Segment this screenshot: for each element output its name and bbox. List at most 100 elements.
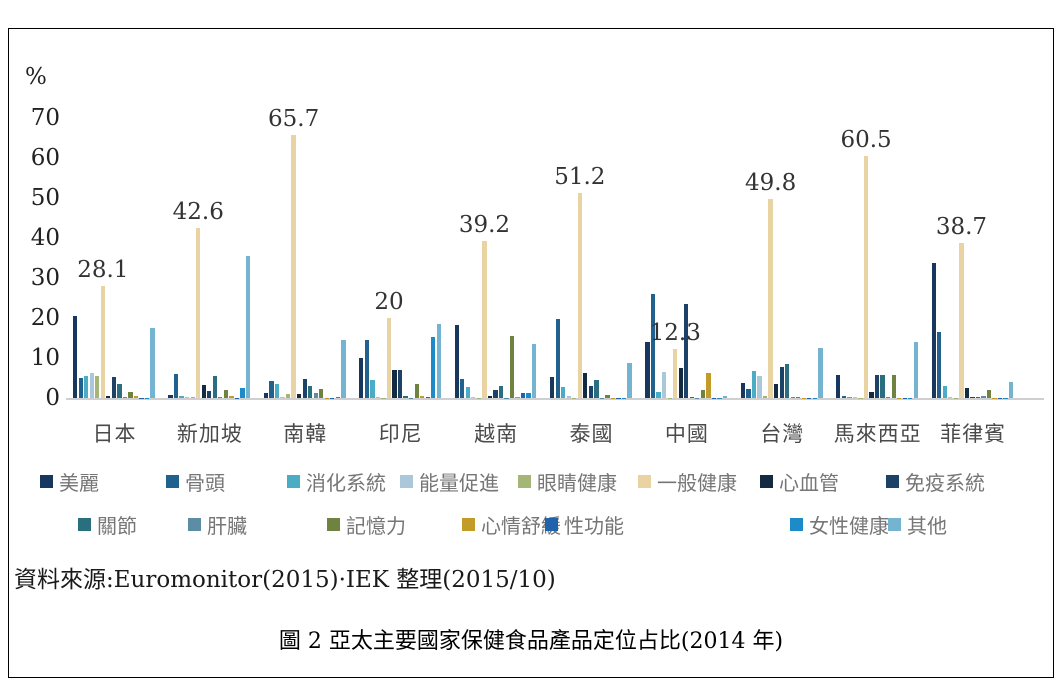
bar xyxy=(212,375,217,398)
legend-swatch-icon xyxy=(400,474,413,488)
bar xyxy=(375,396,381,398)
bar xyxy=(291,135,296,398)
legend-item: 眼睛健康 xyxy=(518,468,617,495)
x-axis-label: 中國 xyxy=(664,422,709,446)
legend-swatch-icon xyxy=(462,517,475,531)
bar xyxy=(403,396,408,398)
bar xyxy=(847,396,852,398)
legend-swatch-icon xyxy=(638,474,651,488)
legend-item: 能量促進 xyxy=(400,468,499,495)
bar xyxy=(460,379,465,398)
bar-value-label: 39.2 xyxy=(458,212,511,239)
bar-value-label: 28.1 xyxy=(77,256,129,283)
bar xyxy=(319,388,324,398)
y-tick-label: 10 xyxy=(30,345,60,371)
legend-item: 關節 xyxy=(78,511,137,538)
bar xyxy=(740,382,746,398)
figure-border xyxy=(8,28,1054,678)
bar xyxy=(594,380,599,398)
bar xyxy=(168,394,173,398)
legend-swatch-icon xyxy=(327,517,340,531)
bar xyxy=(841,396,847,398)
bar-value-label: 20 xyxy=(374,289,404,315)
bar xyxy=(678,368,683,398)
bar xyxy=(796,397,801,398)
bar xyxy=(100,285,105,398)
y-tick-label: 30 xyxy=(30,265,60,291)
bar xyxy=(190,396,195,398)
legend-swatch-icon xyxy=(287,474,300,488)
bar xyxy=(335,397,340,398)
bar xyxy=(1009,381,1014,398)
legend-swatch-icon xyxy=(790,517,803,531)
legend-item: 記憶力 xyxy=(327,511,406,538)
legend-item: 心血管 xyxy=(760,468,839,495)
bar xyxy=(229,396,234,398)
bar xyxy=(673,348,678,398)
legend-swatch-icon xyxy=(886,474,899,488)
bar xyxy=(566,396,571,398)
bar xyxy=(179,396,184,398)
bar xyxy=(425,397,430,398)
bar-value-label: 60.5 xyxy=(840,127,892,153)
bar xyxy=(493,390,498,398)
bar xyxy=(296,393,302,398)
bar xyxy=(986,390,992,398)
bar xyxy=(370,380,375,398)
bar xyxy=(482,241,487,398)
bar xyxy=(852,397,858,398)
bar xyxy=(836,374,841,398)
y-tick-label: 40 xyxy=(30,225,60,251)
legend-label: 骨頭 xyxy=(185,470,225,495)
legend-swatch-icon xyxy=(518,474,531,488)
bar xyxy=(420,396,425,398)
legend-swatch-icon xyxy=(188,517,201,531)
legend-label: 性功能 xyxy=(564,513,624,538)
bar xyxy=(762,396,768,398)
bar xyxy=(942,386,947,398)
y-tick-label: 70 xyxy=(30,105,60,131)
bar xyxy=(184,397,190,398)
legend-item: 一般健康 xyxy=(638,468,737,495)
bar xyxy=(577,193,582,398)
bar xyxy=(302,378,307,398)
bar xyxy=(386,318,392,398)
legend-label: 美麗 xyxy=(59,470,99,495)
bar xyxy=(959,243,964,398)
legend-swatch-icon xyxy=(545,517,558,531)
bar xyxy=(201,385,206,398)
y-tick-label: 60 xyxy=(30,145,60,171)
legend-swatch-icon xyxy=(760,474,773,488)
bar xyxy=(981,396,986,398)
bar xyxy=(779,367,784,398)
bar xyxy=(583,373,588,398)
bar xyxy=(656,392,661,398)
bar xyxy=(150,328,155,398)
bar xyxy=(970,396,975,398)
legend-item: 性功能 xyxy=(545,511,624,538)
bar xyxy=(78,378,83,398)
bar xyxy=(111,377,116,398)
bar xyxy=(128,391,133,398)
bar xyxy=(913,342,918,398)
bar xyxy=(645,342,650,398)
bar xyxy=(684,304,689,398)
y-tick-label: 0 xyxy=(45,385,60,411)
x-axis-label: 台灣 xyxy=(760,422,805,446)
bar-value-label: 65.7 xyxy=(268,106,320,133)
bar xyxy=(397,370,403,398)
legend-item: 其他 xyxy=(888,511,947,538)
bar xyxy=(520,393,526,398)
legend-label: 眼睛健康 xyxy=(537,470,617,495)
bar xyxy=(975,397,981,398)
legend-item: 骨頭 xyxy=(166,468,225,495)
bar-value-label: 42.6 xyxy=(172,198,224,225)
legend-swatch-icon xyxy=(166,474,179,488)
bar xyxy=(605,394,610,398)
bar xyxy=(274,384,280,398)
legend-label: 其他 xyxy=(907,513,947,538)
legend-label: 能量促進 xyxy=(419,470,499,495)
bar xyxy=(122,397,128,398)
bar xyxy=(465,386,470,398)
